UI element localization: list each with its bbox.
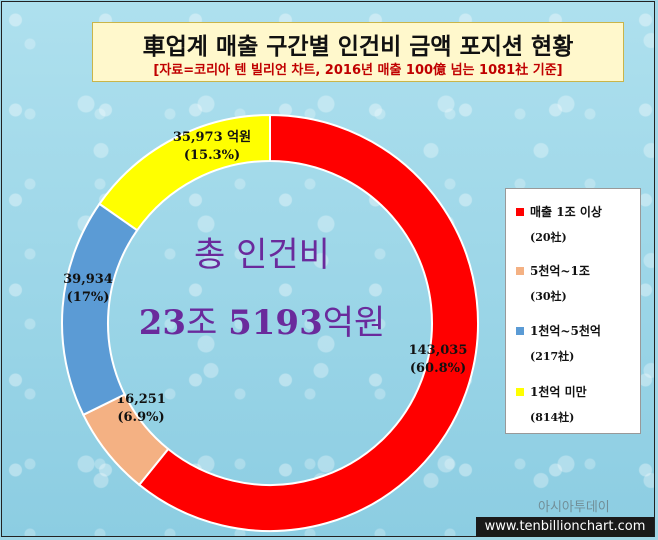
legend-count: (814社) xyxy=(530,411,575,424)
center-value-part: 억원 xyxy=(323,303,386,343)
center-label: 총 인건비 xyxy=(194,235,330,275)
legend: 매출 1조 이상 (20社) 5천억~1조 (30社) 1천억~5천억 (217社) 1천억… xyxy=(505,188,641,434)
title-main: 업계 매출 구간별 인건비 금액 포지션 현황 xyxy=(165,34,574,60)
legend-swatch xyxy=(516,327,524,335)
slice-percent-label: (6.9%) xyxy=(117,410,164,425)
legend-count: (20社) xyxy=(530,231,567,244)
legend-label: 1천억~5천억 xyxy=(530,324,601,338)
legend-count: (217社) xyxy=(530,350,575,363)
title-prefix: 車 xyxy=(142,34,166,60)
slice-value-label: 35,973 억원 xyxy=(173,130,251,145)
slice-percent-label: (15.3%) xyxy=(184,148,240,163)
legend-label: 1천억 미만 xyxy=(530,385,587,399)
center-value-part: 23 xyxy=(139,303,186,343)
donut-slice xyxy=(137,113,479,532)
title-box: 車업계 매출 구간별 인건비 금액 포지션 현황 [자료=코리아 텐 빌리언 차… xyxy=(92,22,624,82)
legend-swatch xyxy=(516,267,524,275)
legend-swatch xyxy=(516,208,524,216)
slice-value-label: 39,934 xyxy=(63,272,113,287)
legend-count: (30社) xyxy=(530,290,567,303)
donut-slice xyxy=(98,113,271,232)
center-value-part: 5193 xyxy=(228,303,323,343)
legend-swatch xyxy=(516,388,524,396)
center-value: 23조 5193억원 xyxy=(139,303,386,343)
chart-title: 車업계 매출 구간별 인건비 금액 포지션 현황 xyxy=(93,27,623,61)
legend-label: 5천억~1조 xyxy=(530,264,590,278)
legend-label: 매출 1조 이상 xyxy=(530,205,602,219)
footer-url[interactable]: www.tenbillionchart.com xyxy=(476,517,654,537)
donut-slice xyxy=(61,202,139,417)
slice-percent-label: (17%) xyxy=(67,290,110,305)
watermark: 아시아투데이 xyxy=(538,500,610,515)
slice-percent-label: (60.8%) xyxy=(410,361,466,376)
chart-subtitle: [자료=코리아 텐 빌리언 차트, 2016년 매출 100億 넘는 1081社… xyxy=(153,63,563,78)
center-value-part: 조 xyxy=(186,303,228,343)
slice-value-label: 16,251 xyxy=(116,392,166,407)
slice-value-label: 143,035 xyxy=(409,343,468,358)
